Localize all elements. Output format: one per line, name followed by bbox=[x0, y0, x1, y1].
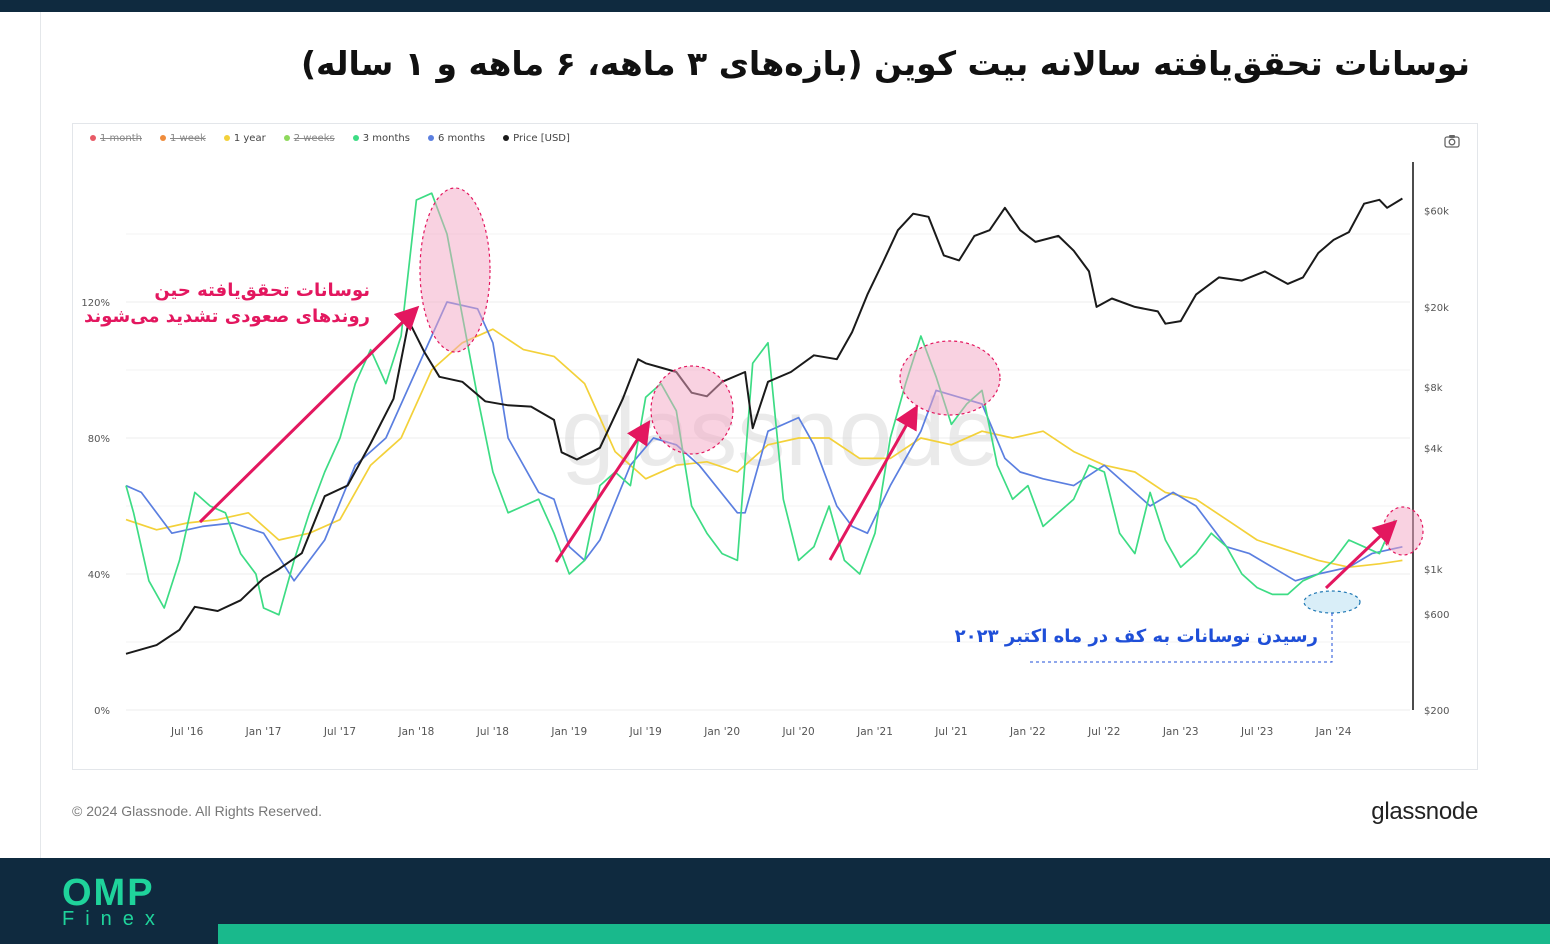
x-tick-label: Jan '17 bbox=[245, 726, 282, 738]
y-axis-left: 0% 40% 80% 120% bbox=[81, 298, 110, 717]
legend-item[interactable]: Price [USD] bbox=[503, 131, 570, 145]
legend-label: 1 year bbox=[233, 132, 266, 144]
legend-dot bbox=[283, 135, 290, 141]
x-tick-label: Jan '19 bbox=[550, 726, 587, 738]
legend-dot bbox=[503, 135, 510, 141]
legend-dot bbox=[427, 135, 434, 141]
legend-item[interactable]: 1 year bbox=[223, 131, 266, 145]
chart-card bbox=[72, 123, 1478, 770]
chart-grid bbox=[126, 233, 1410, 711]
x-tick-label: Jul '17 bbox=[323, 726, 356, 738]
legend-dot bbox=[223, 135, 230, 141]
glassnode-logo: glassnode bbox=[1371, 798, 1478, 825]
x-tick-label: Jul '22 bbox=[1087, 726, 1120, 738]
chart-series bbox=[125, 192, 1403, 655]
series-line-6-months bbox=[125, 301, 1403, 582]
y-right-tick-label: $1k bbox=[1424, 565, 1443, 576]
annotation-rising: نوسانات تحقق‌یافته حین روندهای صعودی تشد… bbox=[84, 278, 370, 330]
copyright-text: © 2024 Glassnode. All Rights Reserved. bbox=[72, 803, 323, 819]
highlight-ellipse-bottom bbox=[1303, 590, 1361, 614]
legend-label: 6 months bbox=[437, 132, 486, 144]
series-line-1-year bbox=[125, 328, 1403, 569]
y-right-tick-label: $200 bbox=[1424, 706, 1449, 717]
left-divider bbox=[40, 12, 41, 858]
highlight-ellipse-2019 bbox=[650, 365, 734, 455]
legend-item[interactable]: 1 month bbox=[90, 131, 142, 145]
y-left-tick-label: 80% bbox=[88, 434, 110, 445]
x-tick-label: Jan '21 bbox=[856, 726, 893, 738]
highlight-ellipse-2024 bbox=[1382, 506, 1424, 556]
bottom-callout-line bbox=[1030, 613, 1333, 663]
x-tick-label: Jul '16 bbox=[170, 726, 204, 738]
arrow-3 bbox=[828, 404, 918, 561]
legend-dot bbox=[90, 135, 96, 141]
highlight-ellipse-2018 bbox=[419, 187, 491, 353]
x-tick-label: Jan '23 bbox=[1162, 726, 1199, 738]
y-right-tick-label: $4k bbox=[1424, 444, 1443, 455]
x-tick-label: Jul '20 bbox=[781, 726, 814, 738]
legend-label: 2 weeks bbox=[293, 132, 335, 144]
legend-label: 3 months bbox=[362, 132, 410, 144]
x-tick-label: Jan '18 bbox=[398, 726, 435, 738]
y-left-tick-label: 0% bbox=[94, 706, 110, 717]
x-tick-label: Jul '21 bbox=[934, 726, 967, 738]
chart-legend: 1 month 1 week 1 year 2 weeks 3 months 6 mont… bbox=[90, 131, 570, 145]
finex-logo: Finex bbox=[62, 908, 166, 930]
camera-icon[interactable] bbox=[1444, 134, 1460, 148]
y-axis-right: $200 $600 $1k $4k $8k $20k $60k bbox=[1424, 207, 1449, 717]
omp-logo: OMP bbox=[62, 872, 155, 914]
legend-label: 1 month bbox=[100, 132, 142, 144]
annotation-rising-line-1: نوسانات تحقق‌یافته حین bbox=[154, 280, 370, 301]
legend-label: Price [USD] bbox=[513, 132, 570, 144]
y-right-tick-label: $60k bbox=[1424, 207, 1449, 218]
annotation-rising-line-2: روندهای صعودی تشدید می‌شوند bbox=[84, 306, 370, 327]
x-tick-label: Jul '18 bbox=[476, 726, 509, 738]
legend-dot bbox=[160, 135, 166, 141]
page-title: نوسانات تحقق‌یافته سالانه بیت کوین (بازه… bbox=[300, 44, 1470, 83]
arrow-4 bbox=[1324, 519, 1398, 590]
legend-item[interactable]: 1 week bbox=[160, 131, 206, 145]
x-axis: Jul '16 Jan '17 Jul '17 Jan '18 Jul '18 Jan '… bbox=[170, 726, 1352, 738]
x-tick-label: Jul '23 bbox=[1240, 726, 1273, 738]
legend-item[interactable]: 6 months bbox=[427, 131, 486, 145]
top-bar bbox=[0, 0, 1550, 12]
y-right-tick-label: $20k bbox=[1424, 303, 1449, 314]
y-right-tick-label: $600 bbox=[1424, 610, 1449, 621]
arrow-2 bbox=[554, 420, 651, 563]
x-tick-label: Jul '19 bbox=[629, 726, 662, 738]
highlight-ellipse-2021 bbox=[899, 340, 1001, 416]
legend-label: 1 week bbox=[170, 132, 206, 144]
annotation-bottom: رسیدن نوسانات به کف در ماه اکتبر ۲۰۲۳ bbox=[954, 626, 1318, 647]
series-line-price-usd- bbox=[125, 197, 1403, 655]
legend-dot bbox=[352, 135, 359, 141]
y-left-tick-label: 40% bbox=[88, 570, 110, 581]
legend-item[interactable]: 2 weeks bbox=[283, 131, 335, 145]
x-tick-label: Jan '24 bbox=[1315, 726, 1352, 738]
x-tick-label: Jan '20 bbox=[703, 726, 740, 738]
legend-item[interactable]: 3 months bbox=[352, 131, 410, 145]
x-tick-label: Jan '22 bbox=[1009, 726, 1046, 738]
arrow-1 bbox=[198, 305, 420, 524]
series-line-3-months bbox=[125, 192, 1396, 616]
y-left-tick-label: 120% bbox=[81, 298, 110, 309]
footer-stripe bbox=[218, 924, 1550, 944]
y-right-tick-label: $8k bbox=[1424, 383, 1443, 394]
